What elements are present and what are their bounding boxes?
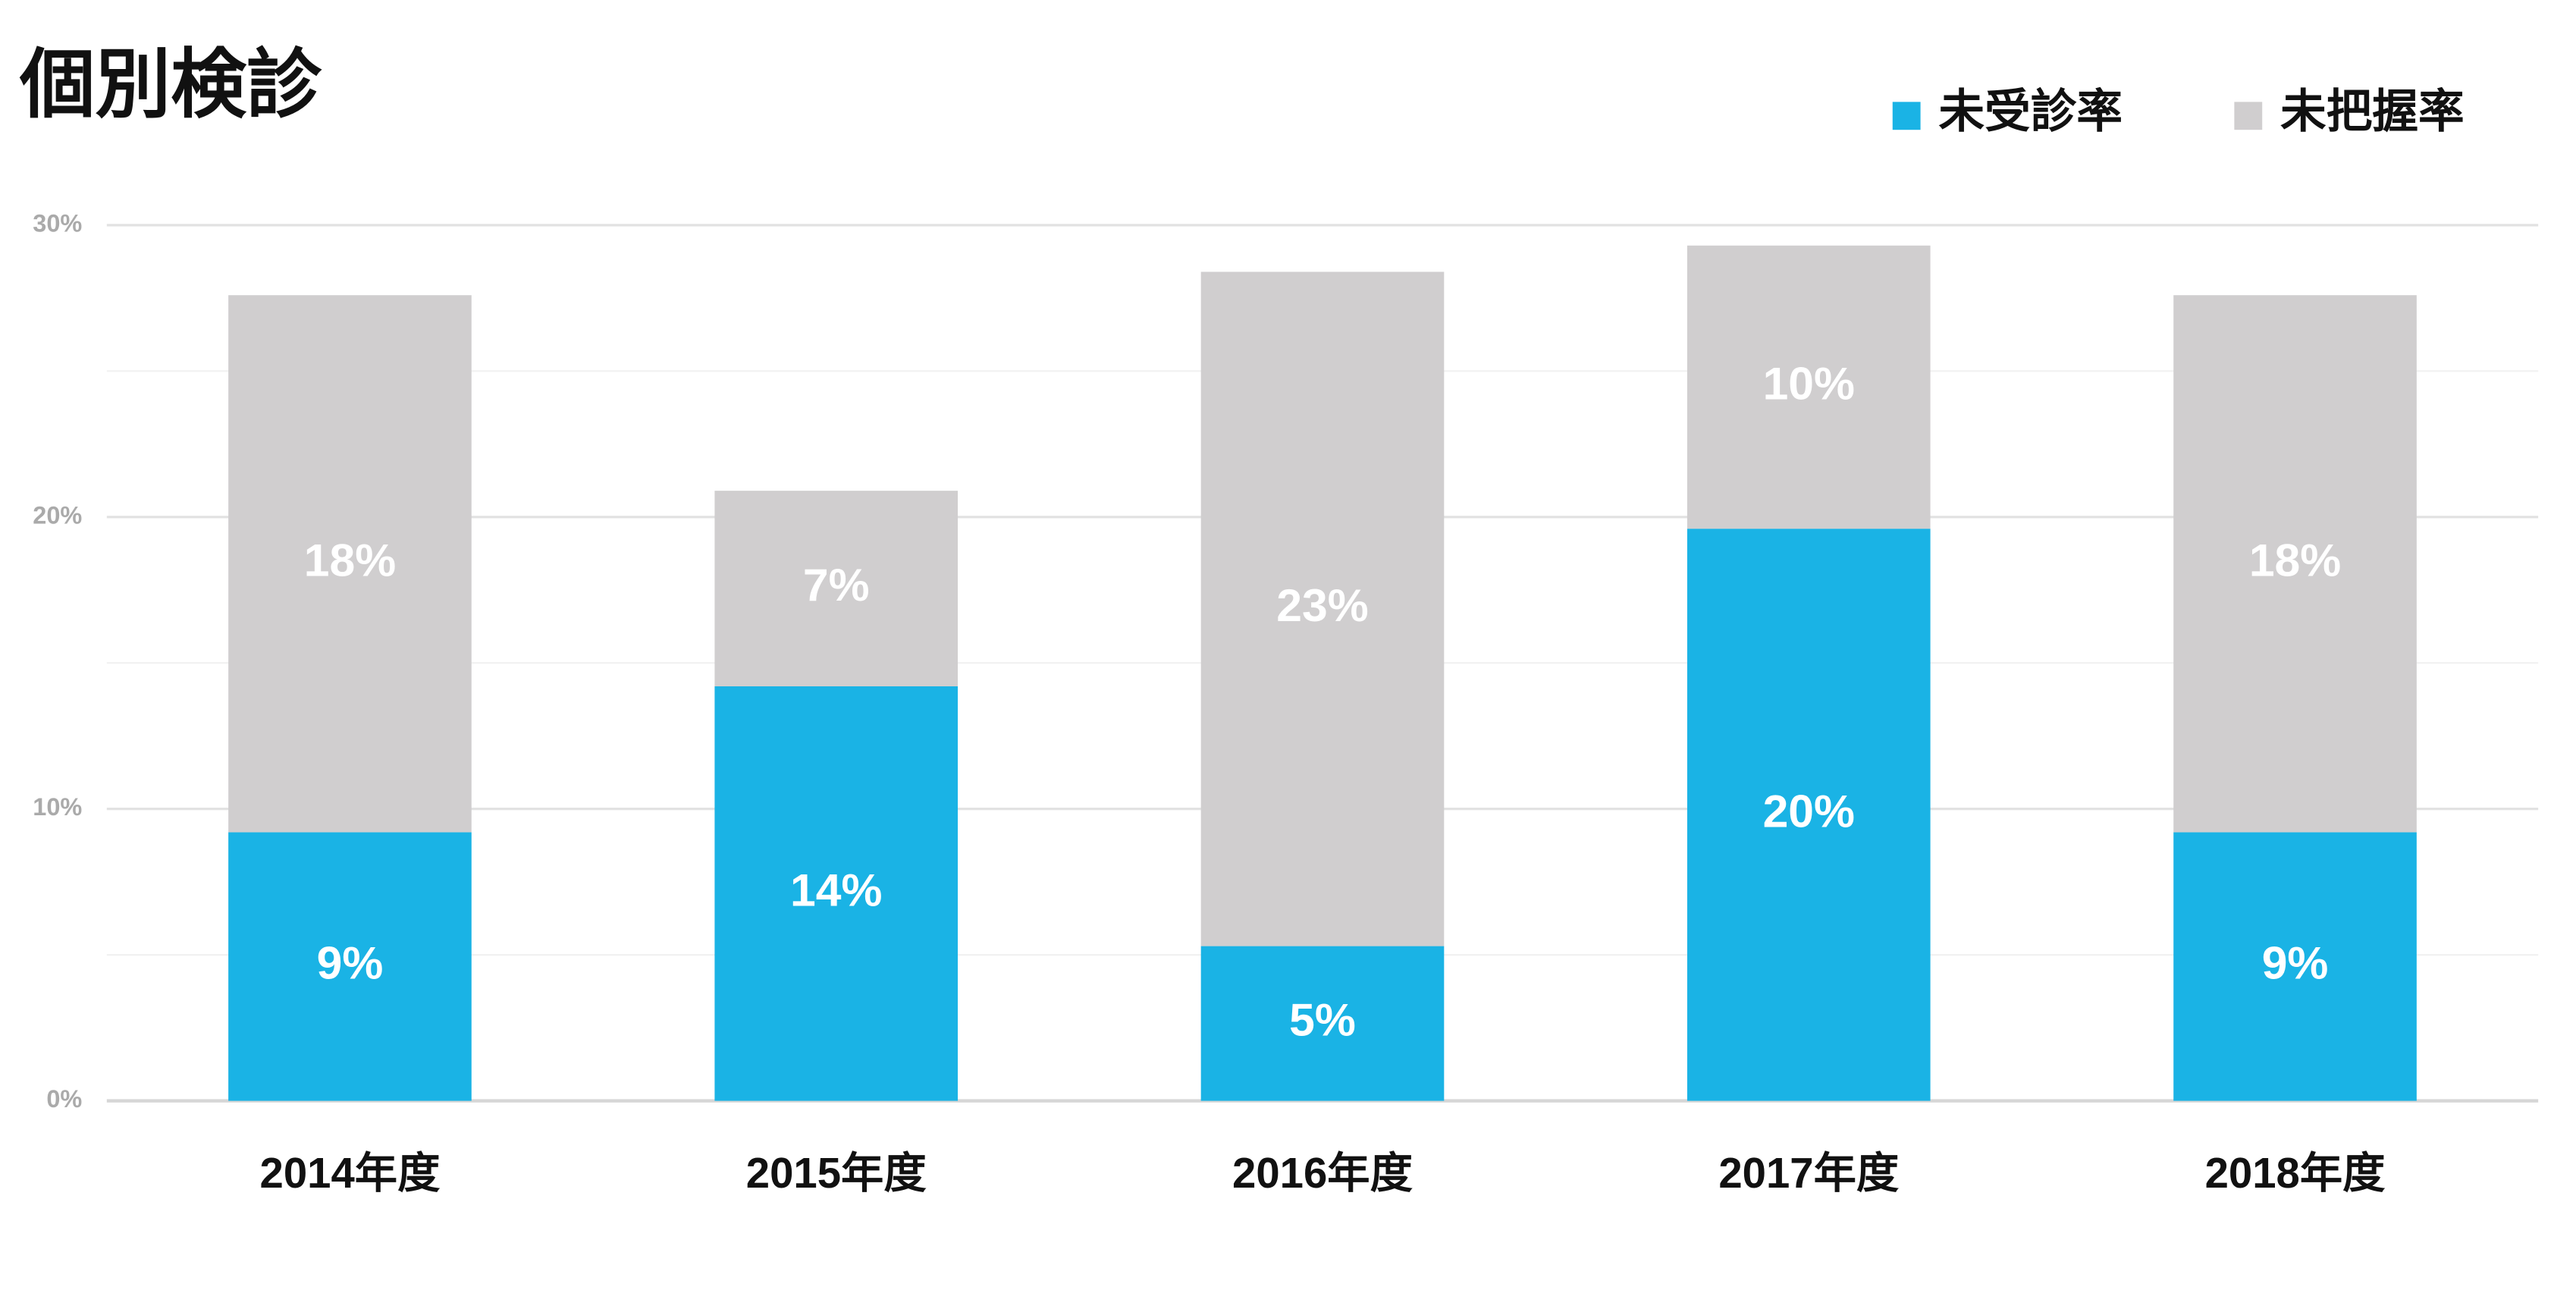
data-label: 9% (2262, 937, 2329, 989)
data-label: 5% (1289, 994, 1356, 1046)
chart-title: 個別検診 (19, 43, 322, 127)
data-label: 10% (1763, 358, 1855, 410)
data-label: 9% (317, 937, 384, 989)
bar-segment (714, 686, 959, 1101)
x-tick-label: 2015年度 (746, 1149, 927, 1197)
bar-segment (1200, 272, 1445, 946)
data-label: 20% (1763, 785, 1855, 836)
data-label: 18% (304, 534, 396, 585)
legend-swatch (2234, 102, 2263, 130)
data-label: 23% (1276, 579, 1368, 631)
y-tick-label: 30% (33, 209, 82, 237)
x-tick-label: 2016年度 (1232, 1149, 1414, 1197)
bar-segment (1200, 946, 1445, 1101)
x-tick-label: 2014年度 (260, 1149, 441, 1197)
data-label: 18% (2249, 534, 2341, 585)
bar-segment (1686, 245, 1931, 529)
bar-segment (2173, 832, 2417, 1101)
legend-label: 未受診率 (1938, 86, 2123, 137)
y-tick-label: 10% (33, 793, 82, 821)
bar-segment (1686, 529, 1931, 1101)
bar-segment (2173, 295, 2417, 833)
bar-segment (228, 832, 472, 1101)
data-label: 14% (790, 864, 882, 915)
y-tick-label: 0% (46, 1085, 82, 1113)
y-tick-label: 20% (33, 501, 82, 529)
x-tick-label: 2018年度 (2205, 1149, 2386, 1197)
bar-segment (228, 295, 472, 833)
x-tick-label: 2017年度 (1718, 1149, 1900, 1197)
legend-label: 未把握率 (2280, 86, 2465, 137)
data-label: 7% (803, 559, 870, 610)
bar-segment (714, 491, 959, 686)
legend-swatch (1892, 102, 1921, 130)
